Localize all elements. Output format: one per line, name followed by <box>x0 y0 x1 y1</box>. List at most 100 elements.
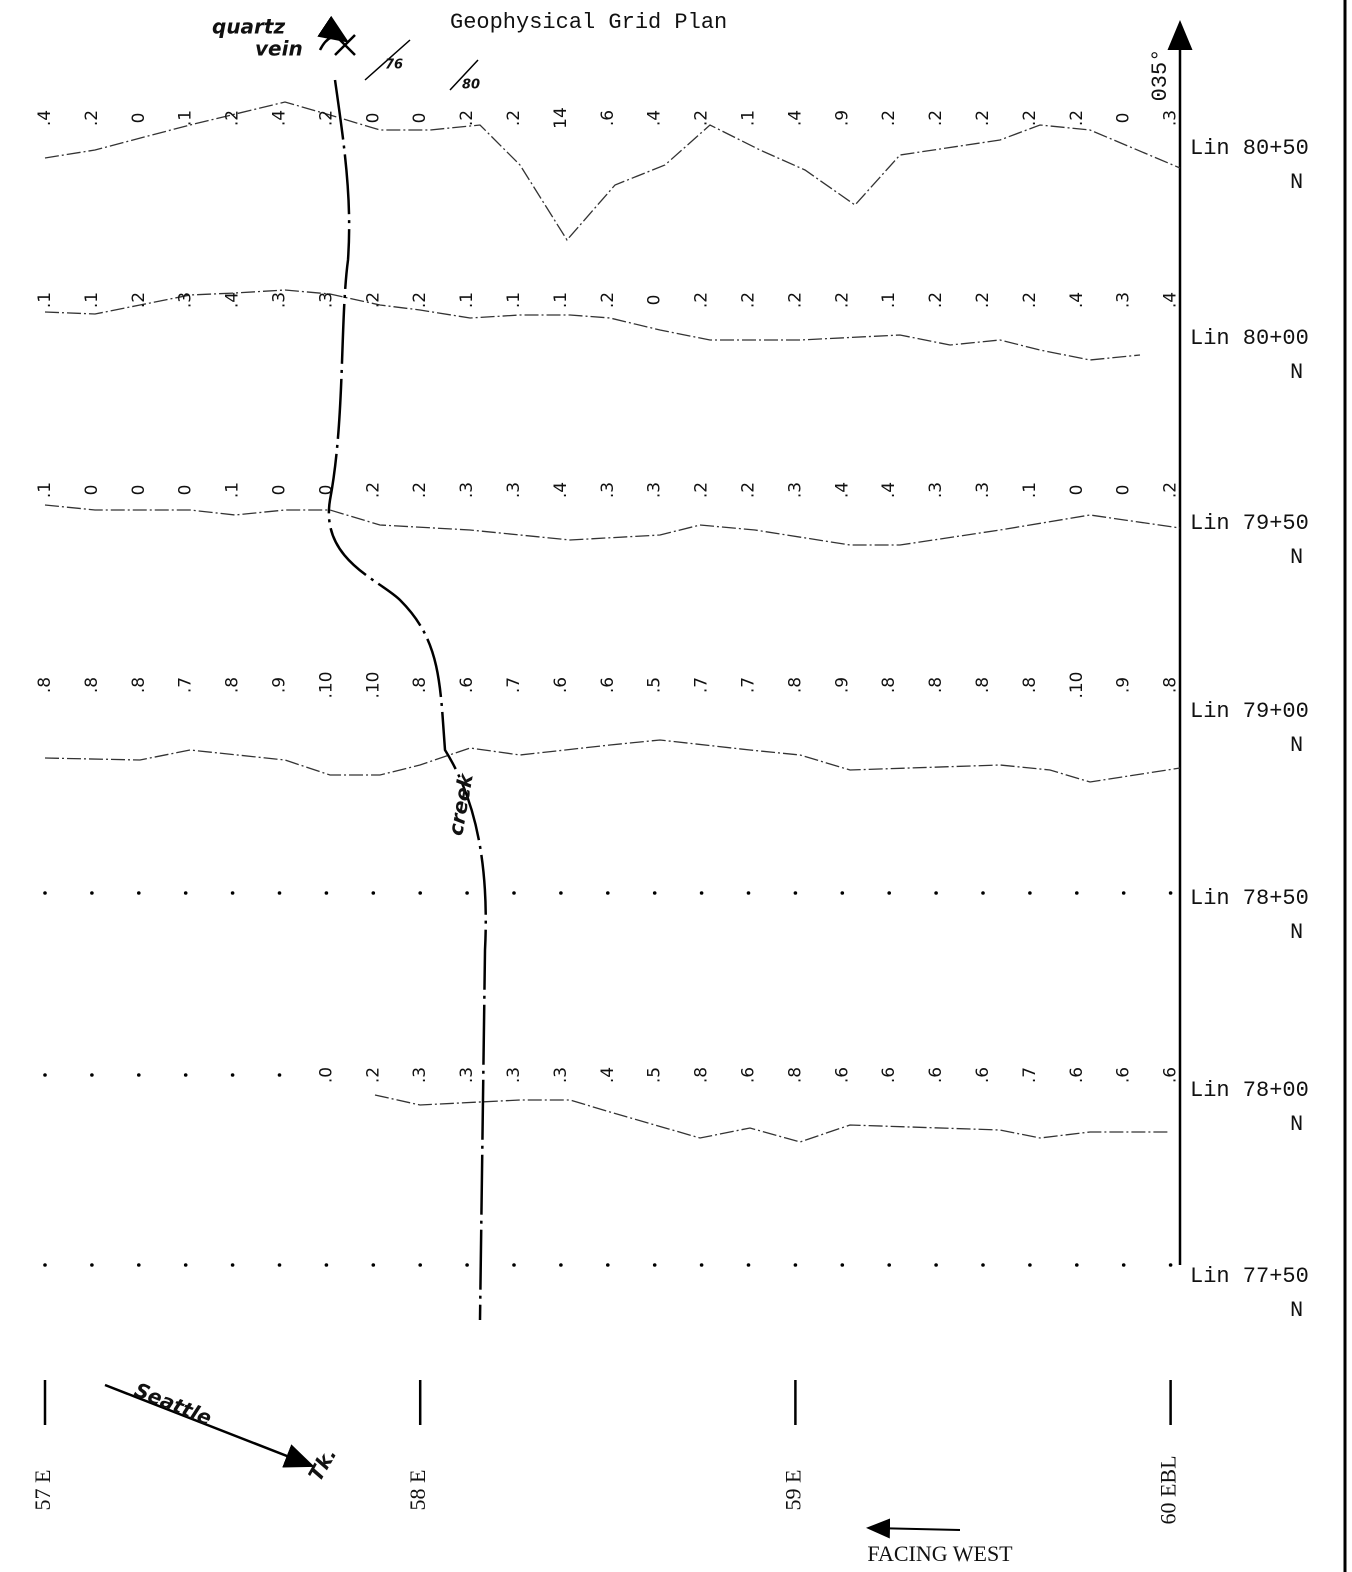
reading: .2 <box>1020 110 1040 126</box>
reading: .6 <box>973 1067 993 1083</box>
reading: .9 <box>270 677 290 693</box>
reading: .8 <box>973 677 993 693</box>
line-suffix: N <box>1290 1112 1303 1137</box>
reading: .3 <box>504 482 524 498</box>
station <box>137 891 141 895</box>
reading: .6 <box>832 1067 852 1083</box>
reading: 0 <box>1067 485 1087 496</box>
baseline-label: 58 E <box>405 1470 430 1511</box>
reading: .2 <box>410 292 430 308</box>
station <box>934 891 938 895</box>
reading: 0 <box>410 113 430 124</box>
reading: 0 <box>82 485 102 496</box>
station <box>324 1263 329 1267</box>
reading: .0 <box>316 1067 336 1083</box>
station <box>559 891 563 895</box>
station <box>90 891 94 895</box>
reading: .1 <box>35 292 55 308</box>
line-suffix: N <box>1290 170 1303 195</box>
station <box>183 891 188 895</box>
reading: .2 <box>457 110 477 126</box>
reading: .2 <box>692 292 712 308</box>
strike <box>364 39 411 81</box>
reading: .2 <box>223 110 243 126</box>
reading: .4 <box>1161 292 1181 308</box>
station <box>606 891 610 895</box>
reading: .6 <box>739 1067 759 1083</box>
reading: 0 <box>1114 485 1134 496</box>
reading: 0 <box>129 113 149 124</box>
line-label: Lin 80+50 <box>1190 136 1309 161</box>
reading: .2 <box>973 110 993 126</box>
reading: .2 <box>363 1067 383 1083</box>
reading: .7 <box>1020 1067 1040 1083</box>
vein-arrow <box>317 15 350 51</box>
reading: .4 <box>879 482 899 498</box>
vein-label: quartz <box>212 15 285 39</box>
reading: .2 <box>832 292 852 308</box>
reading: .1 <box>739 110 759 126</box>
reading: .2 <box>410 482 430 498</box>
station <box>512 891 516 895</box>
reading: .7 <box>504 677 524 693</box>
station <box>1075 891 1079 895</box>
reading: .2 <box>1020 292 1040 308</box>
reading: .6 <box>598 110 618 126</box>
reading: .9 <box>832 677 852 693</box>
station <box>1168 891 1173 895</box>
station <box>277 891 282 895</box>
station <box>43 1073 47 1077</box>
reading: .10 <box>1067 671 1087 698</box>
station <box>699 891 704 895</box>
reading: .6 <box>551 677 571 693</box>
reading: .4 <box>223 292 243 308</box>
reading: .3 <box>1114 292 1134 308</box>
reading: .8 <box>129 677 149 693</box>
reading: .1 <box>176 110 196 126</box>
reading: .2 <box>926 110 946 126</box>
reading: .10 <box>363 671 383 698</box>
creek <box>327 79 487 1321</box>
station <box>652 891 657 895</box>
profile <box>374 1094 1170 1143</box>
reading: .8 <box>926 677 946 693</box>
reading: .9 <box>1114 677 1134 693</box>
baseline-label: 60 EBL <box>1156 1455 1181 1524</box>
station <box>1121 891 1126 895</box>
reading: .3 <box>598 482 618 498</box>
reading: .2 <box>739 482 759 498</box>
reading: .3 <box>1161 110 1181 126</box>
reading: .2 <box>973 292 993 308</box>
reading: .8 <box>35 677 55 693</box>
reading: .3 <box>551 1067 571 1083</box>
station <box>887 891 891 895</box>
reading: 0 <box>176 485 196 496</box>
reading: .4 <box>785 110 805 126</box>
strike <box>449 59 479 91</box>
road-arrow <box>104 1383 315 1468</box>
reading: .7 <box>692 677 712 693</box>
station <box>1028 891 1032 895</box>
reading: .3 <box>926 482 946 498</box>
station <box>371 1263 376 1267</box>
reading: .4 <box>35 110 55 126</box>
reading: .3 <box>410 1067 430 1083</box>
line-suffix: N <box>1290 733 1303 758</box>
reading: .8 <box>223 677 243 693</box>
dip: 76 <box>385 58 403 73</box>
reading: 0 <box>270 485 290 496</box>
station <box>90 1263 94 1267</box>
reading: .3 <box>316 292 336 308</box>
reading: .2 <box>785 292 805 308</box>
reading: .8 <box>82 677 102 693</box>
reading: .5 <box>645 1067 665 1083</box>
line-label: Lin 78+50 <box>1190 886 1309 911</box>
reading: .2 <box>1161 482 1181 498</box>
reading: .8 <box>1161 677 1181 693</box>
station <box>934 1263 938 1267</box>
station <box>230 1263 235 1267</box>
station <box>699 1263 704 1267</box>
reading: .2 <box>82 110 102 126</box>
reading: .6 <box>1114 1067 1134 1083</box>
reading: .4 <box>551 482 571 498</box>
